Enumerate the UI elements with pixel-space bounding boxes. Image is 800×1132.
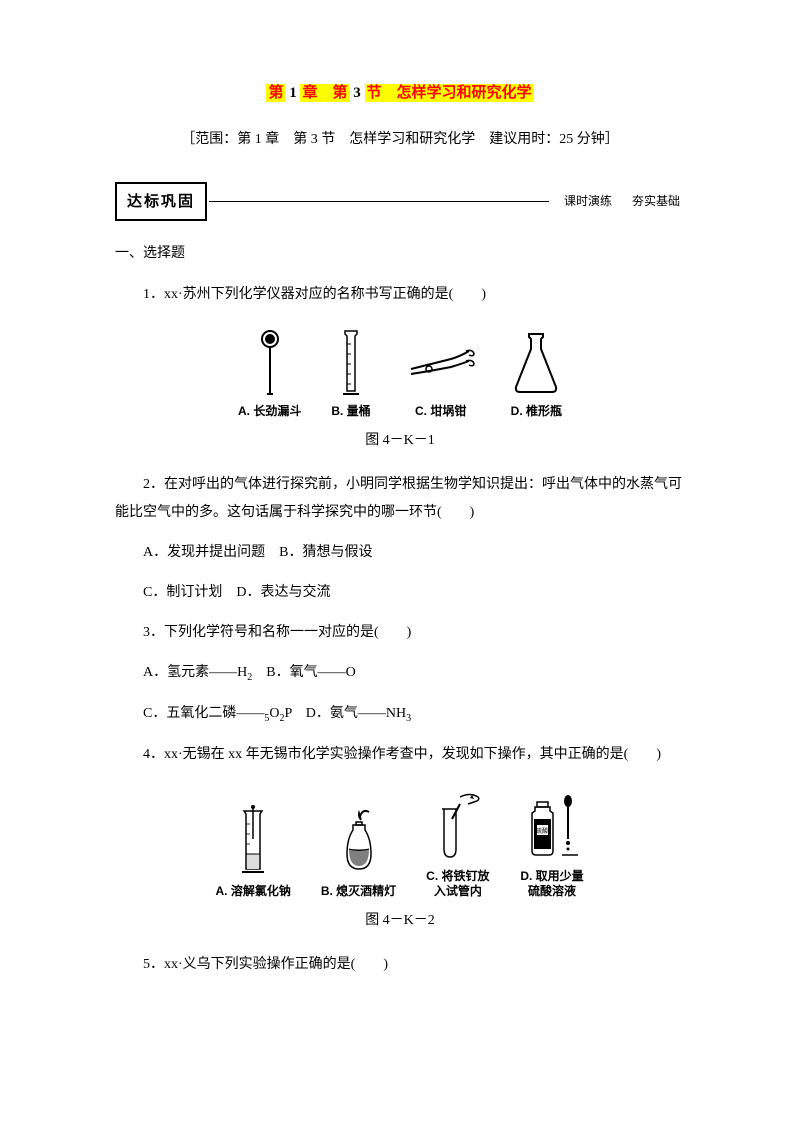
fig2-label-a: A. 溶解氯化钠	[215, 884, 290, 900]
q2-opt-c: C．制订计划	[143, 585, 222, 600]
fig2-label-b: B. 熄灭酒精灯	[321, 884, 396, 900]
q3-opt-c-mid: O	[269, 706, 279, 721]
question-3: 3．下列化学符号和名称一一对应的是( )	[115, 619, 685, 647]
conical-flask-icon	[511, 329, 561, 399]
section-sub1: 课时演练	[564, 191, 612, 213]
fig2-label-c: C. 将铁钉放 入试管内	[426, 869, 489, 900]
section-sub2: 夯实基础	[632, 191, 680, 213]
title-part-1: 第	[266, 84, 285, 102]
fig2-item-d: 硫酸 D. 取用少量 硫酸溶液	[520, 789, 585, 900]
q3-opt-a-sub: 2	[247, 672, 252, 683]
q2-opt-d: D．表达与交流	[236, 585, 330, 600]
fig1-item-a: A. 长劲漏斗	[238, 329, 301, 420]
crucible-tongs-icon	[401, 329, 481, 399]
q3-opt-c-pre: C．五氧化二磷——	[143, 706, 264, 721]
figure-1: A. 长劲漏斗 B. 量桶 C. 坩埚钳	[115, 329, 685, 420]
title-part-4: 3	[350, 85, 365, 101]
q3-opt-d-pre: D．氨气——NH	[306, 706, 406, 721]
question-3-options-1: A．氢元素——H2 B．氧气——O	[115, 659, 685, 688]
fig2-item-a: A. 溶解氯化钠	[215, 804, 290, 900]
figure-2-row: A. 溶解氯化钠 B. 熄灭酒精灯 C. 将铁钉放 入试管内	[115, 789, 685, 900]
alcohol-lamp-icon	[339, 804, 379, 879]
q3-opt-b: B．氧气——O	[266, 665, 355, 680]
q2-opt-a: A．发现并提出问题	[143, 545, 265, 560]
question-1: 1．xx·苏州下列化学仪器对应的名称书写正确的是( )	[115, 281, 685, 309]
question-5: 5．xx·义乌下列实验操作正确的是( )	[115, 951, 685, 979]
figure-1-row: A. 长劲漏斗 B. 量桶 C. 坩埚钳	[115, 329, 685, 420]
fig2-item-b: B. 熄灭酒精灯	[321, 804, 396, 900]
test-tube-nail-icon	[430, 789, 485, 864]
funnel-icon	[255, 329, 285, 399]
page-title: 第 1 章 第 3 节 怎样学习和研究化学	[115, 80, 685, 107]
section-header: 达标巩固 课时演练 夯实基础	[115, 182, 685, 221]
figure-2: A. 溶解氯化钠 B. 熄灭酒精灯 C. 将铁钉放 入试管内	[115, 789, 685, 900]
fig2-label-d: D. 取用少量 硫酸溶液	[520, 869, 583, 900]
figure-2-caption: 图 4－K－2	[115, 908, 685, 933]
graduated-cylinder-icon	[339, 329, 363, 399]
fig1-label-a: A. 长劲漏斗	[238, 404, 301, 420]
acid-bottle-dropper-icon: 硫酸	[520, 789, 585, 864]
title-part-5: 节 怎样学习和研究化学	[365, 84, 534, 102]
svg-text:硫酸: 硫酸	[536, 827, 548, 835]
fig1-label-b: B. 量桶	[331, 404, 370, 420]
question-2-options-2: C．制订计划 D．表达与交流	[115, 579, 685, 607]
section-box: 达标巩固	[115, 182, 207, 221]
section-line	[209, 201, 549, 202]
fig1-item-b: B. 量桶	[331, 329, 370, 420]
heading-1: 一、选择题	[115, 241, 685, 266]
title-part-2: 1	[285, 85, 300, 101]
scope-text: ［范围：第 1 章 第 3 节 怎样学习和研究化学 建议用时：25 分钟］	[115, 127, 685, 152]
dissolve-cylinder-icon	[238, 804, 268, 879]
fig2-item-c: C. 将铁钉放 入试管内	[426, 789, 489, 900]
q3-opt-a-pre: A．氢元素——H	[143, 665, 247, 680]
q3-opt-d-sub: 3	[406, 713, 411, 724]
q3-opt-c-end: P	[284, 706, 291, 721]
title-part-3: 章 第	[300, 84, 349, 102]
question-3-options-2: C．五氧化二磷——5O2P D．氨气——NH3	[115, 700, 685, 729]
question-4: 4．xx·无锡在 xx 年无锡市化学实验操作考查中，发现如下操作，其中正确的是(…	[115, 741, 685, 769]
fig1-item-d: D. 椎形瓶	[511, 329, 562, 420]
question-2-options-1: A．发现并提出问题 B．猜想与假设	[115, 539, 685, 567]
q2-opt-b: B．猜想与假设	[279, 545, 372, 560]
fig1-label-d: D. 椎形瓶	[511, 404, 562, 420]
question-2: 2．在对呼出的气体进行探究前，小明同学根据生物学知识提出：呼出气体中的水蒸气可能…	[115, 471, 685, 527]
figure-1-caption: 图 4－K－1	[115, 428, 685, 453]
fig1-label-c: C. 坩埚钳	[415, 404, 466, 420]
fig1-item-c: C. 坩埚钳	[401, 329, 481, 420]
